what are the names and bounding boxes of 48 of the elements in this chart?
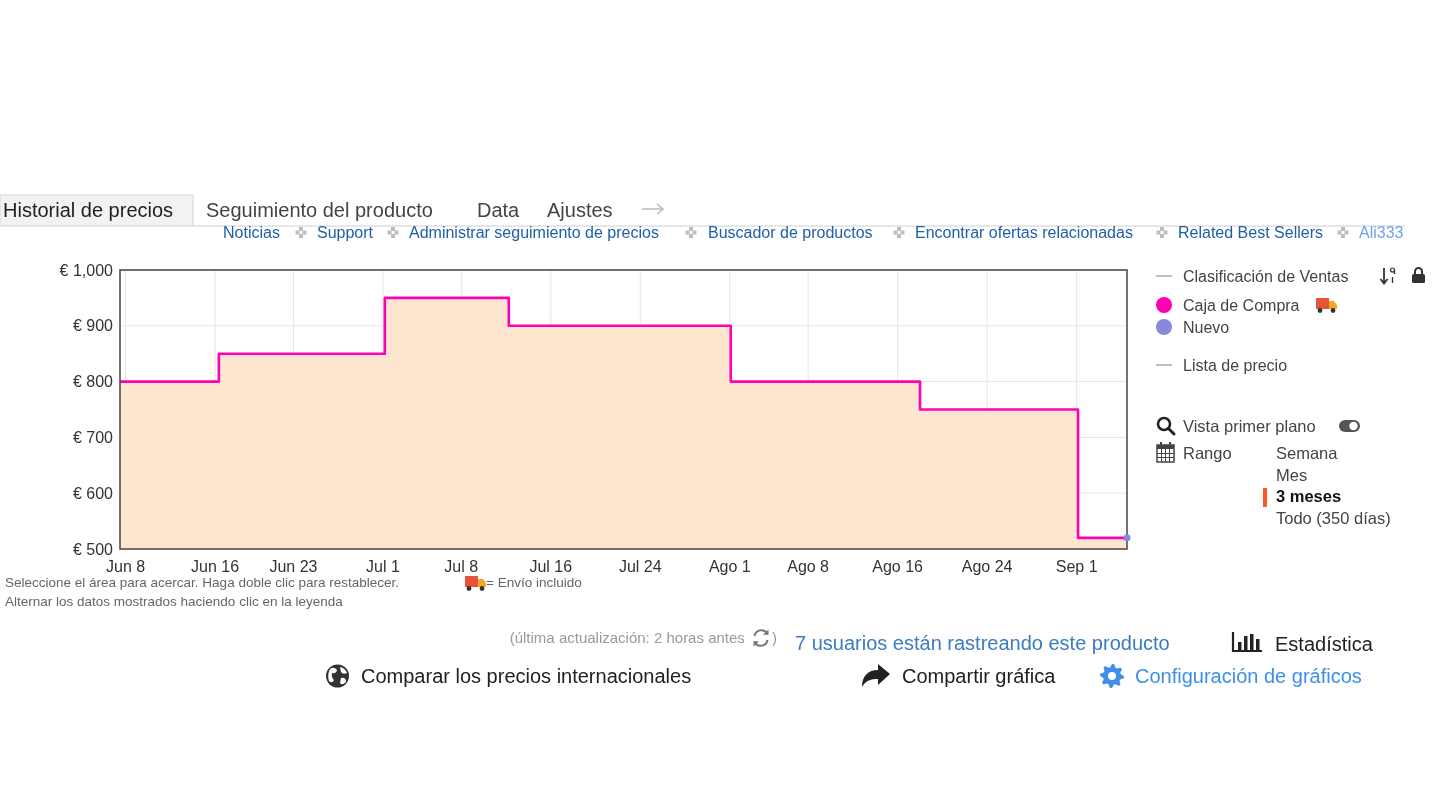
text: Compartir gráfica [902, 665, 1057, 687]
text: = Envío incluido [486, 575, 582, 590]
text: Ajustes [547, 199, 613, 221]
text: Comparar los precios internacionales [361, 665, 692, 687]
x-tick-label: Jun 23 [269, 558, 318, 575]
legend-label: Lista de precio [1183, 357, 1288, 374]
x-tick-label: Jul 16 [529, 558, 573, 575]
x-tick-label: Ago 8 [787, 558, 830, 575]
y-tick-label: € 500 [72, 540, 114, 558]
text: Encontrar ofertas relacionadas [915, 224, 1133, 241]
chart-title: Historial de precios [3, 199, 174, 221]
text: (última actualización: 2 horas antes ) [509, 629, 777, 646]
text: Related Best Sellers [1178, 224, 1323, 241]
text: 7 usuarios están rastreando este producto [795, 632, 1170, 654]
legend-label: Caja de Compra [1183, 297, 1300, 314]
x-tick-label: Jul 8 [444, 558, 479, 575]
x-tick-label: Ago 16 [872, 558, 924, 575]
x-tick-label: Ago 24 [961, 558, 1013, 575]
x-tick-label: Jun 8 [106, 558, 146, 575]
text: Alternar los datos mostrados haciendo clic en la leyenda [5, 594, 344, 609]
text: Mes [1276, 466, 1308, 484]
text: Seguimiento del producto [206, 199, 433, 221]
y-tick-label: € 900 [72, 317, 114, 335]
text: Vista primer plano [1183, 417, 1316, 435]
legend-label: Nuevo [1183, 319, 1230, 336]
x-tick-label: Ago 1 [708, 558, 751, 575]
text: Rango [1183, 444, 1232, 462]
text: Administrar seguimiento de precios [409, 224, 659, 241]
x-tick-label: Jul 1 [366, 558, 400, 575]
text: Ali333 [1359, 224, 1404, 241]
x-tick-label: Jul 24 [618, 558, 662, 575]
x-tick-label: Sep 1 [1055, 558, 1098, 575]
text: 3 meses [1276, 487, 1342, 505]
text: Data [477, 199, 521, 221]
text: Seleccione el área para acercar. Haga doble clic para restablecer. [5, 575, 399, 590]
text: Noticias [223, 224, 280, 241]
y-tick-label: € 1,000 [59, 261, 114, 279]
x-tick-label: Jun 16 [191, 558, 240, 575]
y-tick-label: € 700 [72, 429, 114, 446]
text: Semana [1276, 444, 1339, 462]
text: Todo (350 días) [1276, 509, 1391, 527]
legend-label: Clasificación de Ventas [1183, 268, 1349, 285]
text: Configuración de gráficos [1135, 665, 1362, 687]
text: Estadística [1275, 633, 1374, 655]
text: Buscador de productos [708, 224, 873, 241]
y-tick-label: € 600 [72, 484, 114, 502]
text: Support [317, 224, 374, 241]
y-tick-label: € 800 [72, 373, 114, 391]
